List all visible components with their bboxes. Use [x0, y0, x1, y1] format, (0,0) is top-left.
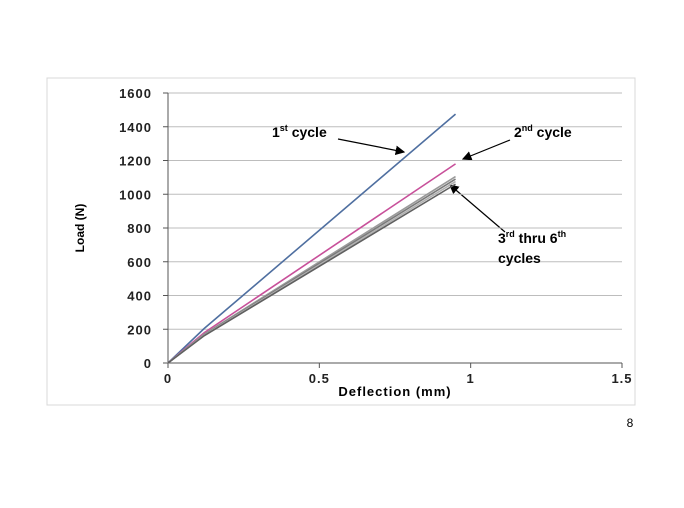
y-tick-label: 1000 [119, 187, 152, 202]
y-tick-label: 600 [127, 255, 152, 270]
annotation-text: thru 6 [515, 230, 558, 246]
annotation-text: 3 [498, 230, 506, 246]
annotation: 3rd thru 6th [498, 229, 566, 246]
annotation-superscript: rd [506, 229, 515, 239]
y-tick-label: 200 [127, 322, 152, 337]
y-tick-label: 800 [127, 221, 152, 236]
y-tick-label: 0 [144, 356, 152, 371]
annotation-text: 2 [514, 124, 522, 140]
annotation-text: 1 [272, 124, 280, 140]
x-tick-label: 1.5 [611, 371, 632, 386]
page-number: 8 [627, 416, 634, 430]
arrow [461, 139, 511, 161]
annotation-superscript: nd [522, 123, 533, 133]
series-line [167, 113, 457, 364]
annotation-text: cycles [498, 250, 541, 266]
x-tick-label: 0 [164, 371, 172, 386]
annotation-text: cycle [288, 124, 327, 140]
y-tick-label: 1400 [119, 120, 152, 135]
y-tick-label: 400 [127, 289, 152, 304]
annotation-superscript: th [558, 229, 567, 239]
y-tick-label: 1600 [119, 86, 152, 101]
arrow [337, 138, 406, 156]
annotation: 1st cycle [272, 123, 327, 140]
x-tick-label: 1 [467, 371, 475, 386]
annotation-superscript: st [280, 123, 288, 133]
x-axis-title: Deflection (mm) [338, 384, 451, 399]
y-axis-title: Load (N) [73, 204, 87, 253]
y-tick-label: 1200 [119, 154, 152, 169]
annotation-text: cycle [533, 124, 572, 140]
annotation: 2nd cycle [514, 123, 572, 140]
annotation: cycles [498, 250, 541, 266]
series-line [167, 183, 456, 364]
arrow [449, 184, 506, 233]
x-tick-label: 0.5 [309, 371, 330, 386]
